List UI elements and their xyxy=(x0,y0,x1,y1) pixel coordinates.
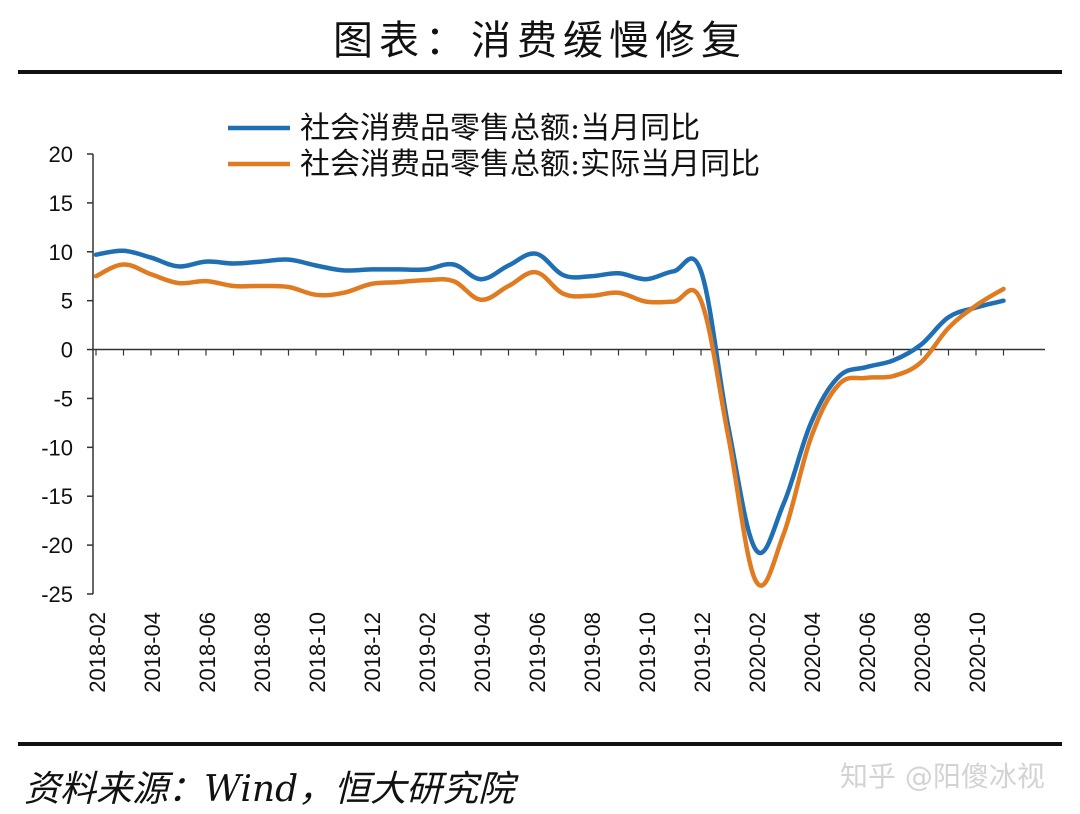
y-tick-label: -5 xyxy=(53,386,73,411)
x-tick-label: 2020-08 xyxy=(910,612,935,693)
footer-divider xyxy=(18,742,1062,746)
legend-label-2: 社会消费品零售总额:实际当月同比 xyxy=(300,147,760,182)
x-tick-label: 2020-02 xyxy=(745,612,770,693)
x-tick-label: 2018-04 xyxy=(140,612,165,693)
y-tick-label: -10 xyxy=(41,435,73,460)
x-tick-label: 2018-02 xyxy=(85,612,110,693)
x-tick-label: 2018-08 xyxy=(250,612,275,693)
series-line-2 xyxy=(93,262,1006,588)
x-axis: 2018-02 2018-04 2018-06 2018-08 2018-10 2018-… xyxy=(85,348,1045,693)
x-tick-label: 2018-10 xyxy=(305,612,330,693)
y-axis: 20 15 10 5 0 -5 -10 -15 -20 -25 xyxy=(41,142,94,607)
watermark: 知乎 @阳傻冰视 xyxy=(840,760,1045,793)
y-tick-label: -15 xyxy=(41,484,73,509)
x-tick-label: 2020-10 xyxy=(965,612,990,693)
series-layer xyxy=(93,248,1006,588)
x-tick-label: 2019-08 xyxy=(580,612,605,693)
page-title: 图表：消费缓慢修复 xyxy=(333,18,747,64)
y-tick-label: 15 xyxy=(49,191,73,216)
y-tick-label: 0 xyxy=(61,338,73,363)
x-tick-label: 2018-06 xyxy=(195,612,220,693)
x-tick-label: 2018-12 xyxy=(360,612,385,693)
y-tick-label: -25 xyxy=(41,582,73,607)
x-tick-label: 2019-02 xyxy=(415,612,440,693)
header-divider xyxy=(18,70,1062,74)
y-tick-label: 10 xyxy=(49,240,73,265)
x-tick-label: 2019-10 xyxy=(635,612,660,693)
x-tick-label: 2020-04 xyxy=(800,612,825,693)
y-tick-label: 5 xyxy=(61,289,73,314)
x-tick-label: 2019-04 xyxy=(470,612,495,693)
source-note: 资料来源：Wind，恒大研究院 xyxy=(24,769,515,810)
series-line-1 xyxy=(93,248,1006,556)
x-tick-label: 2019-06 xyxy=(525,612,550,693)
x-tick-label: 2020-06 xyxy=(855,612,880,693)
x-tick-label: 2019-12 xyxy=(690,612,715,693)
y-tick-label: -20 xyxy=(41,533,73,558)
y-tick-label: 20 xyxy=(49,142,73,167)
legend-label-1: 社会消费品零售总额:当月同比 xyxy=(300,111,700,146)
